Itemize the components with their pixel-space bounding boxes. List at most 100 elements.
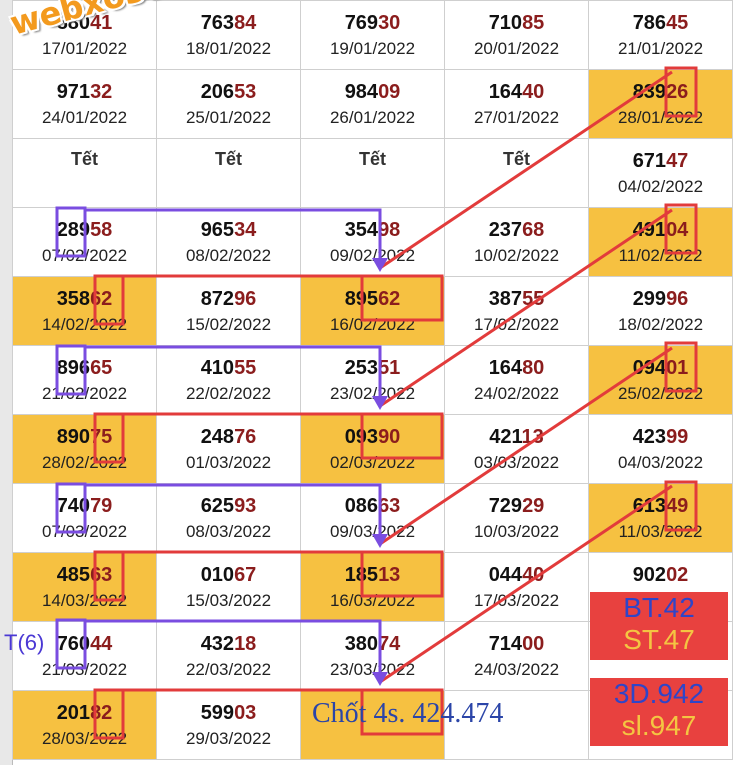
- result-cell: 43218 22/03/2022: [156, 621, 301, 691]
- result-number: 72929: [488, 495, 545, 517]
- table-row: 89665 21/02/2022 41055 22/02/2022 25351 23/02…: [12, 345, 733, 415]
- result-number: 04440: [488, 564, 545, 586]
- result-cell: 20653 25/01/2022: [156, 69, 301, 139]
- result-date: 11/02/2022: [618, 246, 703, 265]
- badge-3d-label: 3D.942: [613, 678, 705, 709]
- badge-st-label: ST.47: [623, 624, 695, 655]
- result-cell: 88041 17/01/2022: [12, 0, 157, 70]
- holiday-label: Tết: [71, 149, 98, 169]
- result-number: 89075: [56, 426, 113, 448]
- result-date: 04/03/2022: [617, 453, 704, 472]
- result-cell: 49104 11/02/2022: [588, 207, 733, 277]
- result-number: 20182: [56, 702, 113, 724]
- result-date: 14/03/2022: [41, 591, 128, 610]
- result-cell: 71400 24/03/2022: [444, 621, 589, 691]
- result-date: 16/02/2022: [329, 315, 416, 334]
- result-number: 71085: [488, 12, 545, 34]
- result-cell: 78645 21/01/2022: [588, 0, 733, 70]
- result-date: 18/02/2022: [617, 315, 704, 334]
- result-cell: 62593 08/03/2022: [156, 483, 301, 553]
- result-date: 23/02/2022: [329, 384, 416, 403]
- result-cell: 42399 04/03/2022: [588, 414, 733, 484]
- result-number: 43218: [200, 633, 257, 655]
- result-number: 90202: [632, 564, 689, 586]
- result-cell: 97132 24/01/2022: [12, 69, 157, 139]
- result-cell: 24876 01/03/2022: [156, 414, 301, 484]
- result-date: 21/02/2022: [41, 384, 128, 403]
- result-cell: 18513 16/03/2022: [300, 552, 445, 622]
- result-cell: 76930 19/01/2022: [300, 0, 445, 70]
- result-date: 01/03/2022: [185, 453, 272, 472]
- result-date: 24/02/2022: [473, 384, 560, 403]
- result-date: 09/03/2022: [329, 522, 416, 541]
- result-number: 88041: [56, 12, 113, 34]
- result-cell: 16440 27/01/2022: [444, 69, 589, 139]
- result-date: 03/03/2022: [473, 453, 560, 472]
- result-number: 35862: [56, 288, 113, 310]
- result-date: 23/03/2022: [329, 660, 416, 679]
- result-date: 02/03/2022: [329, 453, 416, 472]
- result-number: 61349: [632, 495, 689, 517]
- holiday-label: Tết: [359, 149, 386, 169]
- result-number: 09401: [632, 357, 689, 379]
- result-date: 17/01/2022: [41, 39, 128, 58]
- result-number: 98409: [344, 81, 401, 103]
- result-number: 89665: [56, 357, 113, 379]
- result-cell: 67147 04/02/2022: [588, 138, 733, 208]
- result-cell: 87296 15/02/2022: [156, 276, 301, 346]
- table-row: Tết Tết Tết Tết 67147 04/02/2022: [12, 138, 733, 208]
- result-number: 87296: [200, 288, 257, 310]
- result-cell: 35498 09/02/2022: [300, 207, 445, 277]
- result-date: 09/02/2022: [329, 246, 416, 265]
- result-cell: 25351 23/02/2022: [300, 345, 445, 415]
- table-row: 35862 14/02/2022 87296 15/02/2022 89562 16/02…: [12, 276, 733, 346]
- chot-prediction-text: Chốt 4s. 424.474: [312, 698, 504, 729]
- result-number: 29996: [632, 288, 689, 310]
- result-number: 08663: [344, 495, 401, 517]
- result-date: 25/01/2022: [185, 108, 272, 127]
- result-date: 22/03/2022: [185, 660, 272, 679]
- result-number: 76384: [200, 12, 257, 34]
- result-date: 27/01/2022: [473, 108, 560, 127]
- result-number: 20653: [200, 81, 257, 103]
- result-number: 38074: [344, 633, 401, 655]
- result-date: 04/02/2022: [617, 177, 704, 196]
- result-date: 25/02/2022: [617, 384, 704, 403]
- result-number: 16440: [488, 81, 545, 103]
- result-cell: Tết: [300, 138, 445, 208]
- result-cell: 61349 11/03/2022: [588, 483, 733, 553]
- result-cell: 20182 28/03/2022: [12, 690, 157, 760]
- result-cell: 16480 24/02/2022: [444, 345, 589, 415]
- result-cell: [444, 690, 589, 760]
- result-cell: 42113 03/03/2022: [444, 414, 589, 484]
- result-number: 28958: [56, 219, 113, 241]
- result-number: 42113: [489, 426, 544, 448]
- prediction-badge-bt-st: BT.42 ST.47: [590, 592, 728, 660]
- result-number: 41055: [200, 357, 257, 379]
- result-number: 42399: [632, 426, 689, 448]
- result-date: 26/01/2022: [329, 108, 416, 127]
- table-row: 88041 17/01/2022 76384 18/01/2022 76930 19/01…: [12, 0, 733, 70]
- result-number: 59903: [200, 702, 257, 724]
- result-cell: 98409 26/01/2022: [300, 69, 445, 139]
- result-cell: 89665 21/02/2022: [12, 345, 157, 415]
- holiday-label: Tết: [215, 149, 242, 169]
- result-date: 08/02/2022: [185, 246, 272, 265]
- result-cell: 23768 10/02/2022: [444, 207, 589, 277]
- result-date: 29/03/2022: [185, 729, 272, 748]
- result-number: 24876: [200, 426, 257, 448]
- table-row: 74079 07/03/2022 62593 08/03/2022 08663 09/03…: [12, 483, 733, 553]
- result-number: 25351: [344, 357, 401, 379]
- result-cell: 38074 23/03/2022: [300, 621, 445, 691]
- result-date: 20/01/2022: [473, 39, 560, 58]
- result-number: 96534: [200, 219, 257, 241]
- result-date: 28/03/2022: [41, 729, 128, 748]
- result-number: 23768: [488, 219, 545, 241]
- result-date: 28/02/2022: [41, 453, 128, 472]
- result-number: 18513: [344, 564, 401, 586]
- result-cell: 59903 29/03/2022: [156, 690, 301, 760]
- result-cell: Tết: [12, 138, 157, 208]
- result-number: 89562: [344, 288, 401, 310]
- result-cell: Tết: [444, 138, 589, 208]
- result-cell: 76384 18/01/2022: [156, 0, 301, 70]
